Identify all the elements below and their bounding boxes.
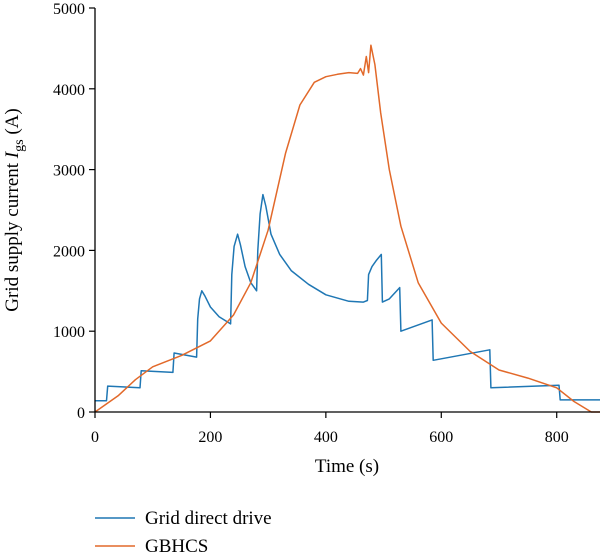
y-axis-title-main: Grid supply current — [2, 158, 23, 312]
y-tick-label: 2000 — [53, 243, 85, 260]
y-tick-label: 3000 — [53, 163, 85, 180]
y-axis-title-unit: (A) — [2, 108, 23, 139]
x-tick-label: 600 — [429, 429, 453, 446]
series-line-grid-direct-drive — [95, 193, 600, 402]
axes — [94, 8, 600, 413]
x-tick-label: 200 — [198, 429, 222, 446]
x-tick-label: 400 — [314, 429, 338, 446]
y-tick-label: 4000 — [53, 82, 85, 99]
y-axis-title: Grid supply current Igs (A) — [2, 108, 27, 311]
y-tick-label: 0 — [77, 405, 85, 422]
series-line-gbhcs — [94, 44, 600, 413]
legend-label-grid-direct-drive: Grid direct drive — [145, 508, 272, 529]
y-axis-title-symbol: I — [2, 150, 23, 159]
y-tick-label: 1000 — [53, 324, 85, 341]
x-tick-label: 800 — [545, 429, 569, 446]
y-axis-title-subscript: gs — [12, 139, 27, 151]
x-tick-label: 0 — [91, 429, 99, 446]
legend-label-gbhcs: GBHCS — [145, 536, 208, 553]
legend: Grid direct drive GBHCS — [95, 508, 272, 553]
x-ticks: 0 200 400 600 800 — [91, 412, 569, 446]
y-ticks: 0 1000 2000 3000 4000 5000 — [53, 1, 95, 422]
y-tick-label: 5000 — [53, 1, 85, 18]
plot-area — [94, 44, 600, 413]
x-axis-title: Time (s) — [315, 456, 379, 477]
